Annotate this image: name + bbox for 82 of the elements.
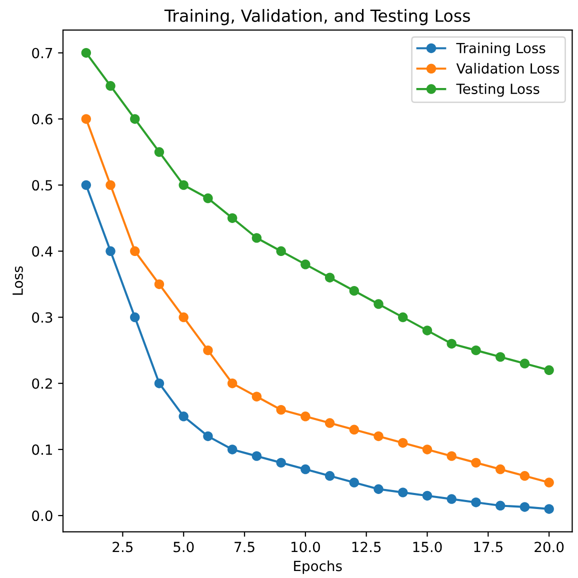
point <box>471 497 481 508</box>
point <box>130 246 140 256</box>
point <box>178 312 188 322</box>
point <box>130 114 140 124</box>
point <box>544 478 554 488</box>
point <box>471 345 481 356</box>
point <box>422 326 432 336</box>
y-tick-label: 0.4 <box>32 246 52 257</box>
point <box>106 180 116 190</box>
point <box>81 114 92 124</box>
point <box>398 438 408 448</box>
point <box>520 358 530 368</box>
point <box>252 451 262 461</box>
point <box>520 502 530 512</box>
point <box>178 412 188 422</box>
point <box>374 484 384 494</box>
point <box>446 338 456 349</box>
y-tick-label: 0.6 <box>32 114 52 124</box>
point <box>106 81 116 91</box>
point <box>203 431 213 442</box>
point <box>495 464 506 474</box>
x-tick-label: 17.5 <box>474 542 502 552</box>
x-axis-title: Epochs <box>294 560 342 574</box>
point <box>349 478 360 488</box>
point <box>422 490 432 501</box>
point <box>81 180 92 190</box>
x-tick-label: 2.5 <box>112 542 133 552</box>
point <box>276 458 286 468</box>
legend-label: Validation Loss <box>456 62 560 74</box>
point <box>495 352 506 362</box>
point <box>178 180 188 190</box>
point <box>374 299 384 309</box>
point <box>203 193 213 204</box>
y-tick-label: 0.3 <box>32 312 52 323</box>
point <box>520 471 530 481</box>
y-tick-label: 0.2 <box>32 378 52 389</box>
x-tick-label: 10.0 <box>291 542 320 552</box>
point <box>324 272 335 282</box>
point <box>422 444 432 454</box>
point <box>81 48 92 58</box>
point <box>374 431 384 442</box>
point <box>203 345 213 356</box>
legend-label: Testing Loss <box>456 83 540 97</box>
point <box>154 279 164 290</box>
x-tick-label: 12.5 <box>352 542 381 552</box>
chart-title: Training, Validation, and Testing Loss <box>164 9 470 26</box>
point <box>398 312 408 322</box>
point <box>106 246 116 256</box>
point <box>154 378 164 388</box>
point <box>154 147 164 157</box>
point <box>276 246 286 256</box>
point <box>349 424 360 434</box>
point <box>252 392 262 402</box>
y-tick-label: 0.1 <box>32 444 52 455</box>
point <box>227 444 238 454</box>
legend-label: Training Loss <box>456 42 546 56</box>
point <box>544 504 554 514</box>
point <box>495 500 506 511</box>
x-tick-label: 20.0 <box>534 542 564 552</box>
y-axis-title: Loss <box>12 266 23 295</box>
point <box>446 494 456 504</box>
point <box>300 260 310 270</box>
y-tick-label: 0.7 <box>32 48 52 58</box>
point <box>446 451 456 461</box>
point <box>471 458 481 468</box>
point <box>276 404 286 415</box>
point <box>252 233 262 243</box>
x-tick-label: 5.0 <box>174 542 194 552</box>
x-tick-label: 7.5 <box>234 542 254 552</box>
point <box>349 286 360 296</box>
point <box>300 464 310 474</box>
x-tick-label: 15.0 <box>413 542 442 552</box>
point <box>324 418 335 428</box>
point <box>398 488 408 498</box>
point <box>227 213 238 223</box>
y-tick-label: 0.5 <box>32 180 52 191</box>
point <box>130 312 140 322</box>
point <box>324 471 335 481</box>
point <box>227 378 238 388</box>
y-tick-label: 0.0 <box>32 510 52 522</box>
point <box>544 365 554 376</box>
point <box>300 412 310 422</box>
